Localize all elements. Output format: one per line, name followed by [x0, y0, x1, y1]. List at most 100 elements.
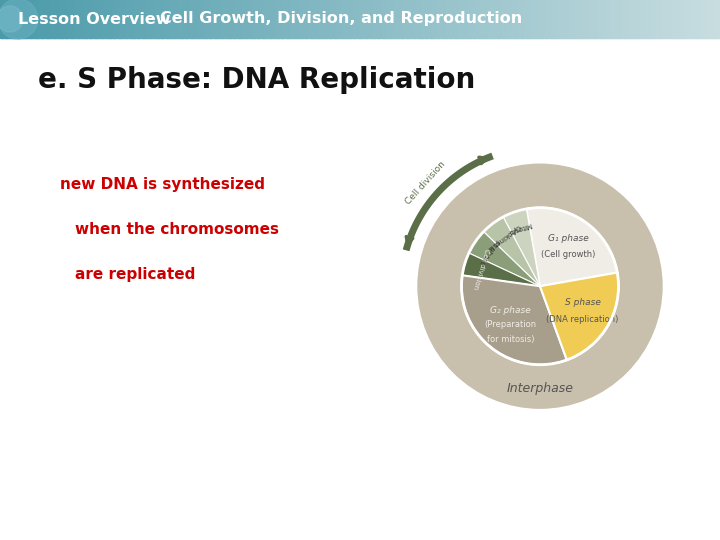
- Bar: [701, 0, 704, 38]
- Bar: [197, 0, 200, 38]
- Text: Mitosis: Mitosis: [508, 221, 533, 235]
- Bar: [243, 0, 246, 38]
- Bar: [29, 0, 32, 38]
- Bar: [454, 0, 457, 38]
- Bar: [382, 0, 385, 38]
- Bar: [279, 0, 282, 38]
- Bar: [446, 0, 450, 38]
- Bar: [53, 0, 56, 38]
- Bar: [34, 0, 37, 38]
- Bar: [132, 0, 135, 38]
- Bar: [540, 0, 544, 38]
- Text: for mitosis): for mitosis): [487, 335, 534, 344]
- Bar: [504, 0, 508, 38]
- Bar: [319, 0, 323, 38]
- Bar: [559, 0, 562, 38]
- Bar: [485, 0, 488, 38]
- Bar: [495, 0, 498, 38]
- Bar: [307, 0, 310, 38]
- Bar: [682, 0, 685, 38]
- Bar: [48, 0, 51, 38]
- Wedge shape: [462, 275, 567, 364]
- Bar: [293, 0, 296, 38]
- Bar: [420, 0, 423, 38]
- Bar: [675, 0, 678, 38]
- Bar: [55, 0, 58, 38]
- Bar: [432, 0, 436, 38]
- Bar: [542, 0, 546, 38]
- Bar: [394, 0, 397, 38]
- Bar: [693, 0, 697, 38]
- Wedge shape: [462, 253, 540, 286]
- Bar: [113, 0, 116, 38]
- Bar: [463, 0, 467, 38]
- Circle shape: [418, 164, 662, 409]
- Bar: [153, 0, 157, 38]
- Bar: [626, 0, 630, 38]
- Bar: [223, 0, 227, 38]
- Bar: [585, 0, 589, 38]
- Bar: [441, 0, 445, 38]
- Bar: [526, 0, 529, 38]
- Bar: [569, 0, 572, 38]
- Bar: [562, 0, 565, 38]
- Bar: [351, 0, 354, 38]
- Bar: [14, 0, 18, 38]
- Bar: [218, 0, 222, 38]
- Wedge shape: [503, 209, 540, 286]
- Bar: [423, 0, 426, 38]
- Bar: [389, 0, 392, 38]
- Bar: [127, 0, 130, 38]
- Text: e. S Phase: DNA Replication: e. S Phase: DNA Replication: [38, 66, 475, 94]
- Bar: [300, 0, 303, 38]
- Circle shape: [0, 0, 38, 39]
- Bar: [607, 0, 611, 38]
- Bar: [27, 0, 30, 38]
- Bar: [86, 0, 90, 38]
- Bar: [305, 0, 308, 38]
- Bar: [657, 0, 661, 38]
- Bar: [84, 0, 87, 38]
- Bar: [31, 0, 35, 38]
- Bar: [7, 0, 11, 38]
- Bar: [50, 0, 54, 38]
- Bar: [146, 0, 150, 38]
- Bar: [245, 0, 248, 38]
- Bar: [506, 0, 510, 38]
- Bar: [449, 0, 452, 38]
- Bar: [408, 0, 411, 38]
- Bar: [199, 0, 202, 38]
- Bar: [329, 0, 332, 38]
- Bar: [149, 0, 152, 38]
- Bar: [564, 0, 567, 38]
- Bar: [502, 0, 505, 38]
- Bar: [612, 0, 616, 38]
- Bar: [477, 0, 481, 38]
- Bar: [161, 0, 164, 38]
- Bar: [655, 0, 659, 38]
- Bar: [331, 0, 335, 38]
- Bar: [367, 0, 371, 38]
- Bar: [24, 0, 27, 38]
- Bar: [468, 0, 472, 38]
- Bar: [459, 0, 462, 38]
- Bar: [326, 0, 330, 38]
- Bar: [0, 0, 4, 38]
- Bar: [401, 0, 404, 38]
- Bar: [665, 0, 668, 38]
- Wedge shape: [540, 273, 618, 360]
- Bar: [670, 0, 673, 38]
- Bar: [115, 0, 119, 38]
- Bar: [636, 0, 639, 38]
- Bar: [45, 0, 49, 38]
- Bar: [38, 0, 42, 38]
- Bar: [120, 0, 123, 38]
- Bar: [295, 0, 299, 38]
- Bar: [276, 0, 279, 38]
- Bar: [588, 0, 591, 38]
- Text: Interphase: Interphase: [506, 382, 574, 395]
- Wedge shape: [469, 232, 540, 286]
- Bar: [158, 0, 162, 38]
- Bar: [499, 0, 503, 38]
- Bar: [466, 0, 469, 38]
